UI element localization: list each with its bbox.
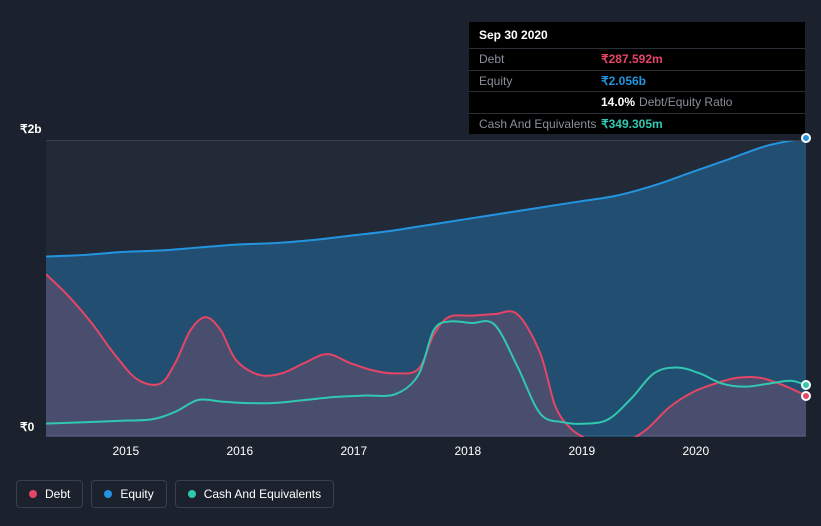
- tooltip-label: Cash And Equivalents: [479, 117, 601, 131]
- tooltip-box: Sep 30 2020 Debt₹287.592mEquity₹2.056b14…: [469, 22, 805, 134]
- tooltip-row: Cash And Equivalents₹349.305m: [469, 114, 805, 134]
- legend-label: Debt: [45, 487, 70, 501]
- tooltip-value: 14.0%Debt/Equity Ratio: [601, 95, 732, 109]
- legend: Debt Equity Cash And Equivalents: [16, 480, 334, 508]
- legend-label: Equity: [120, 487, 153, 501]
- plot-area[interactable]: [46, 140, 806, 436]
- series-end-marker: [801, 391, 811, 401]
- series-end-marker: [801, 380, 811, 390]
- tooltip-value: ₹287.592m: [601, 52, 663, 66]
- x-axis-label: 2017: [340, 444, 367, 458]
- tooltip-label: [479, 95, 601, 109]
- series-end-marker: [801, 133, 811, 143]
- tooltip-row: Debt₹287.592m: [469, 49, 805, 70]
- tooltip-row: Equity₹2.056b: [469, 71, 805, 92]
- tooltip-value: ₹2.056b: [601, 74, 646, 88]
- tooltip-row: 14.0%Debt/Equity Ratio: [469, 92, 805, 113]
- x-axis-label: 2015: [112, 444, 139, 458]
- tooltip-date: Sep 30 2020: [469, 22, 805, 49]
- financial-chart: Sep 30 2020 Debt₹287.592mEquity₹2.056b14…: [0, 0, 821, 526]
- x-axis-label: 2016: [226, 444, 253, 458]
- tooltip-label: Debt: [479, 52, 601, 66]
- x-axis-label: 2019: [568, 444, 595, 458]
- y-axis-label: ₹0: [20, 420, 34, 434]
- x-axis-label: 2020: [682, 444, 709, 458]
- tooltip-sublabel: Debt/Equity Ratio: [639, 95, 732, 109]
- legend-dot-icon: [29, 490, 37, 498]
- legend-label: Cash And Equivalents: [204, 487, 321, 501]
- tooltip-label: Equity: [479, 74, 601, 88]
- x-axis-label: 2018: [454, 444, 481, 458]
- x-axis: 2015 2016 2017 2018 2019 2020: [46, 436, 806, 466]
- legend-item[interactable]: Cash And Equivalents: [175, 480, 334, 508]
- legend-dot-icon: [188, 490, 196, 498]
- y-axis-label: ₹2b: [20, 122, 42, 136]
- tooltip-value: ₹349.305m: [601, 117, 663, 131]
- legend-item[interactable]: Debt: [16, 480, 83, 508]
- legend-dot-icon: [104, 490, 112, 498]
- legend-item[interactable]: Equity: [91, 480, 166, 508]
